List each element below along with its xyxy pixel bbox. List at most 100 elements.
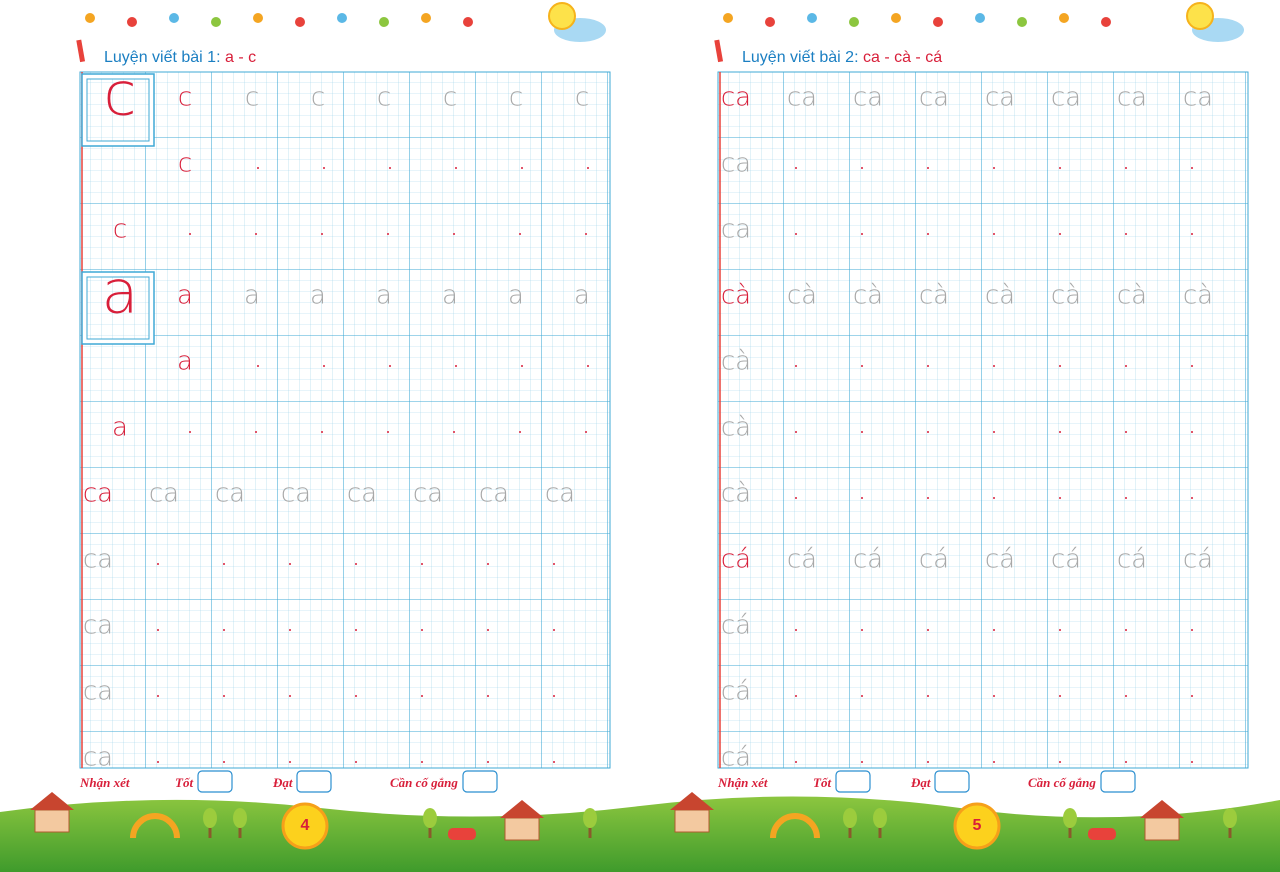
dot xyxy=(1059,761,1061,763)
model-letter: a xyxy=(177,281,193,311)
decoration xyxy=(85,13,95,23)
dot xyxy=(223,761,225,763)
model-letter: c xyxy=(113,215,127,245)
trace-letter: c xyxy=(311,83,325,113)
decoration xyxy=(127,17,137,27)
tree xyxy=(873,808,887,828)
sun-badge xyxy=(281,802,329,850)
dot xyxy=(189,233,191,235)
decoration xyxy=(849,17,859,27)
tree-trunk xyxy=(588,822,592,838)
dot xyxy=(323,167,325,169)
decoration xyxy=(891,13,901,23)
trace-letter: ca xyxy=(413,479,443,509)
lesson-title: Luyện viết bài 2: ca - cà - cá xyxy=(742,49,942,66)
dot xyxy=(323,365,325,367)
dot xyxy=(487,695,489,697)
decoration xyxy=(765,17,775,27)
model-letter: a xyxy=(112,413,128,443)
review-box[interactable] xyxy=(835,770,871,793)
trace-letter: cà xyxy=(853,281,883,311)
decoration xyxy=(337,13,347,23)
tree-trunk xyxy=(428,822,432,838)
trace-letter: c xyxy=(245,83,259,113)
dot xyxy=(389,365,391,367)
trace-letter: cà xyxy=(787,281,817,311)
review-label: Nhận xét xyxy=(717,775,768,790)
trace-letter: cà xyxy=(721,413,751,443)
tree-trunk xyxy=(1228,822,1232,838)
dot xyxy=(421,695,423,697)
model-letter: c xyxy=(178,83,192,113)
tree-trunk xyxy=(1068,822,1072,838)
dot xyxy=(993,233,995,235)
review-box[interactable] xyxy=(197,770,233,793)
rainbow xyxy=(130,813,180,839)
model-letter: c xyxy=(178,149,192,179)
dot xyxy=(521,167,523,169)
dot xyxy=(861,761,863,763)
dot xyxy=(795,761,797,763)
trace-letter: cá xyxy=(1117,545,1147,575)
decoration xyxy=(379,17,389,27)
trace-letter: cá xyxy=(919,545,949,575)
dot xyxy=(321,431,323,433)
dot xyxy=(355,629,357,631)
dot xyxy=(453,233,455,235)
tree xyxy=(843,808,857,828)
dot xyxy=(157,761,159,763)
trace-letter: cá xyxy=(721,677,751,707)
dot xyxy=(795,695,797,697)
review-box[interactable] xyxy=(1100,770,1136,793)
dot xyxy=(927,431,929,433)
trace-letter: cá xyxy=(721,743,751,773)
trace-letter: cá xyxy=(853,545,883,575)
review-box[interactable] xyxy=(296,770,332,793)
dot xyxy=(1125,695,1127,697)
review-box[interactable] xyxy=(462,770,498,793)
trace-letter: cà xyxy=(919,281,949,311)
dot xyxy=(387,233,389,235)
review-box[interactable] xyxy=(934,770,970,793)
decoration xyxy=(723,13,733,23)
decoration xyxy=(169,13,179,23)
grid-major xyxy=(717,71,1249,769)
trace-letter: a xyxy=(376,281,392,311)
tree xyxy=(233,808,247,828)
dot xyxy=(585,431,587,433)
dot xyxy=(1059,629,1061,631)
trace-letter: ca xyxy=(215,479,245,509)
dot xyxy=(387,431,389,433)
dot xyxy=(927,629,929,631)
dot xyxy=(993,365,995,367)
dot xyxy=(927,167,929,169)
trace-letter: cà xyxy=(721,347,751,377)
model-letter: cà xyxy=(721,281,751,311)
dot xyxy=(993,167,995,169)
sample-letter: c xyxy=(104,60,137,130)
tree xyxy=(1063,808,1077,828)
dot xyxy=(795,497,797,499)
model-letter: cá xyxy=(721,545,751,575)
pencil-icon xyxy=(76,39,86,63)
review-label: Nhận xét xyxy=(79,775,130,790)
dot xyxy=(257,167,259,169)
dot xyxy=(289,563,291,565)
dot xyxy=(927,497,929,499)
trace-letter: ca xyxy=(1117,83,1147,113)
dot xyxy=(861,233,863,235)
dot xyxy=(927,365,929,367)
house-roof xyxy=(1140,800,1184,818)
dot xyxy=(289,629,291,631)
dot xyxy=(487,761,489,763)
grid-major xyxy=(79,71,611,769)
model-letter: ca xyxy=(83,479,113,509)
dot xyxy=(1059,167,1061,169)
review-option: Tốt xyxy=(175,775,193,790)
dot xyxy=(519,233,521,235)
lesson-letters: a - c xyxy=(225,49,256,66)
trace-letter: ca xyxy=(721,215,751,245)
house-roof xyxy=(500,800,544,818)
decoration xyxy=(807,13,817,23)
dot xyxy=(993,761,995,763)
